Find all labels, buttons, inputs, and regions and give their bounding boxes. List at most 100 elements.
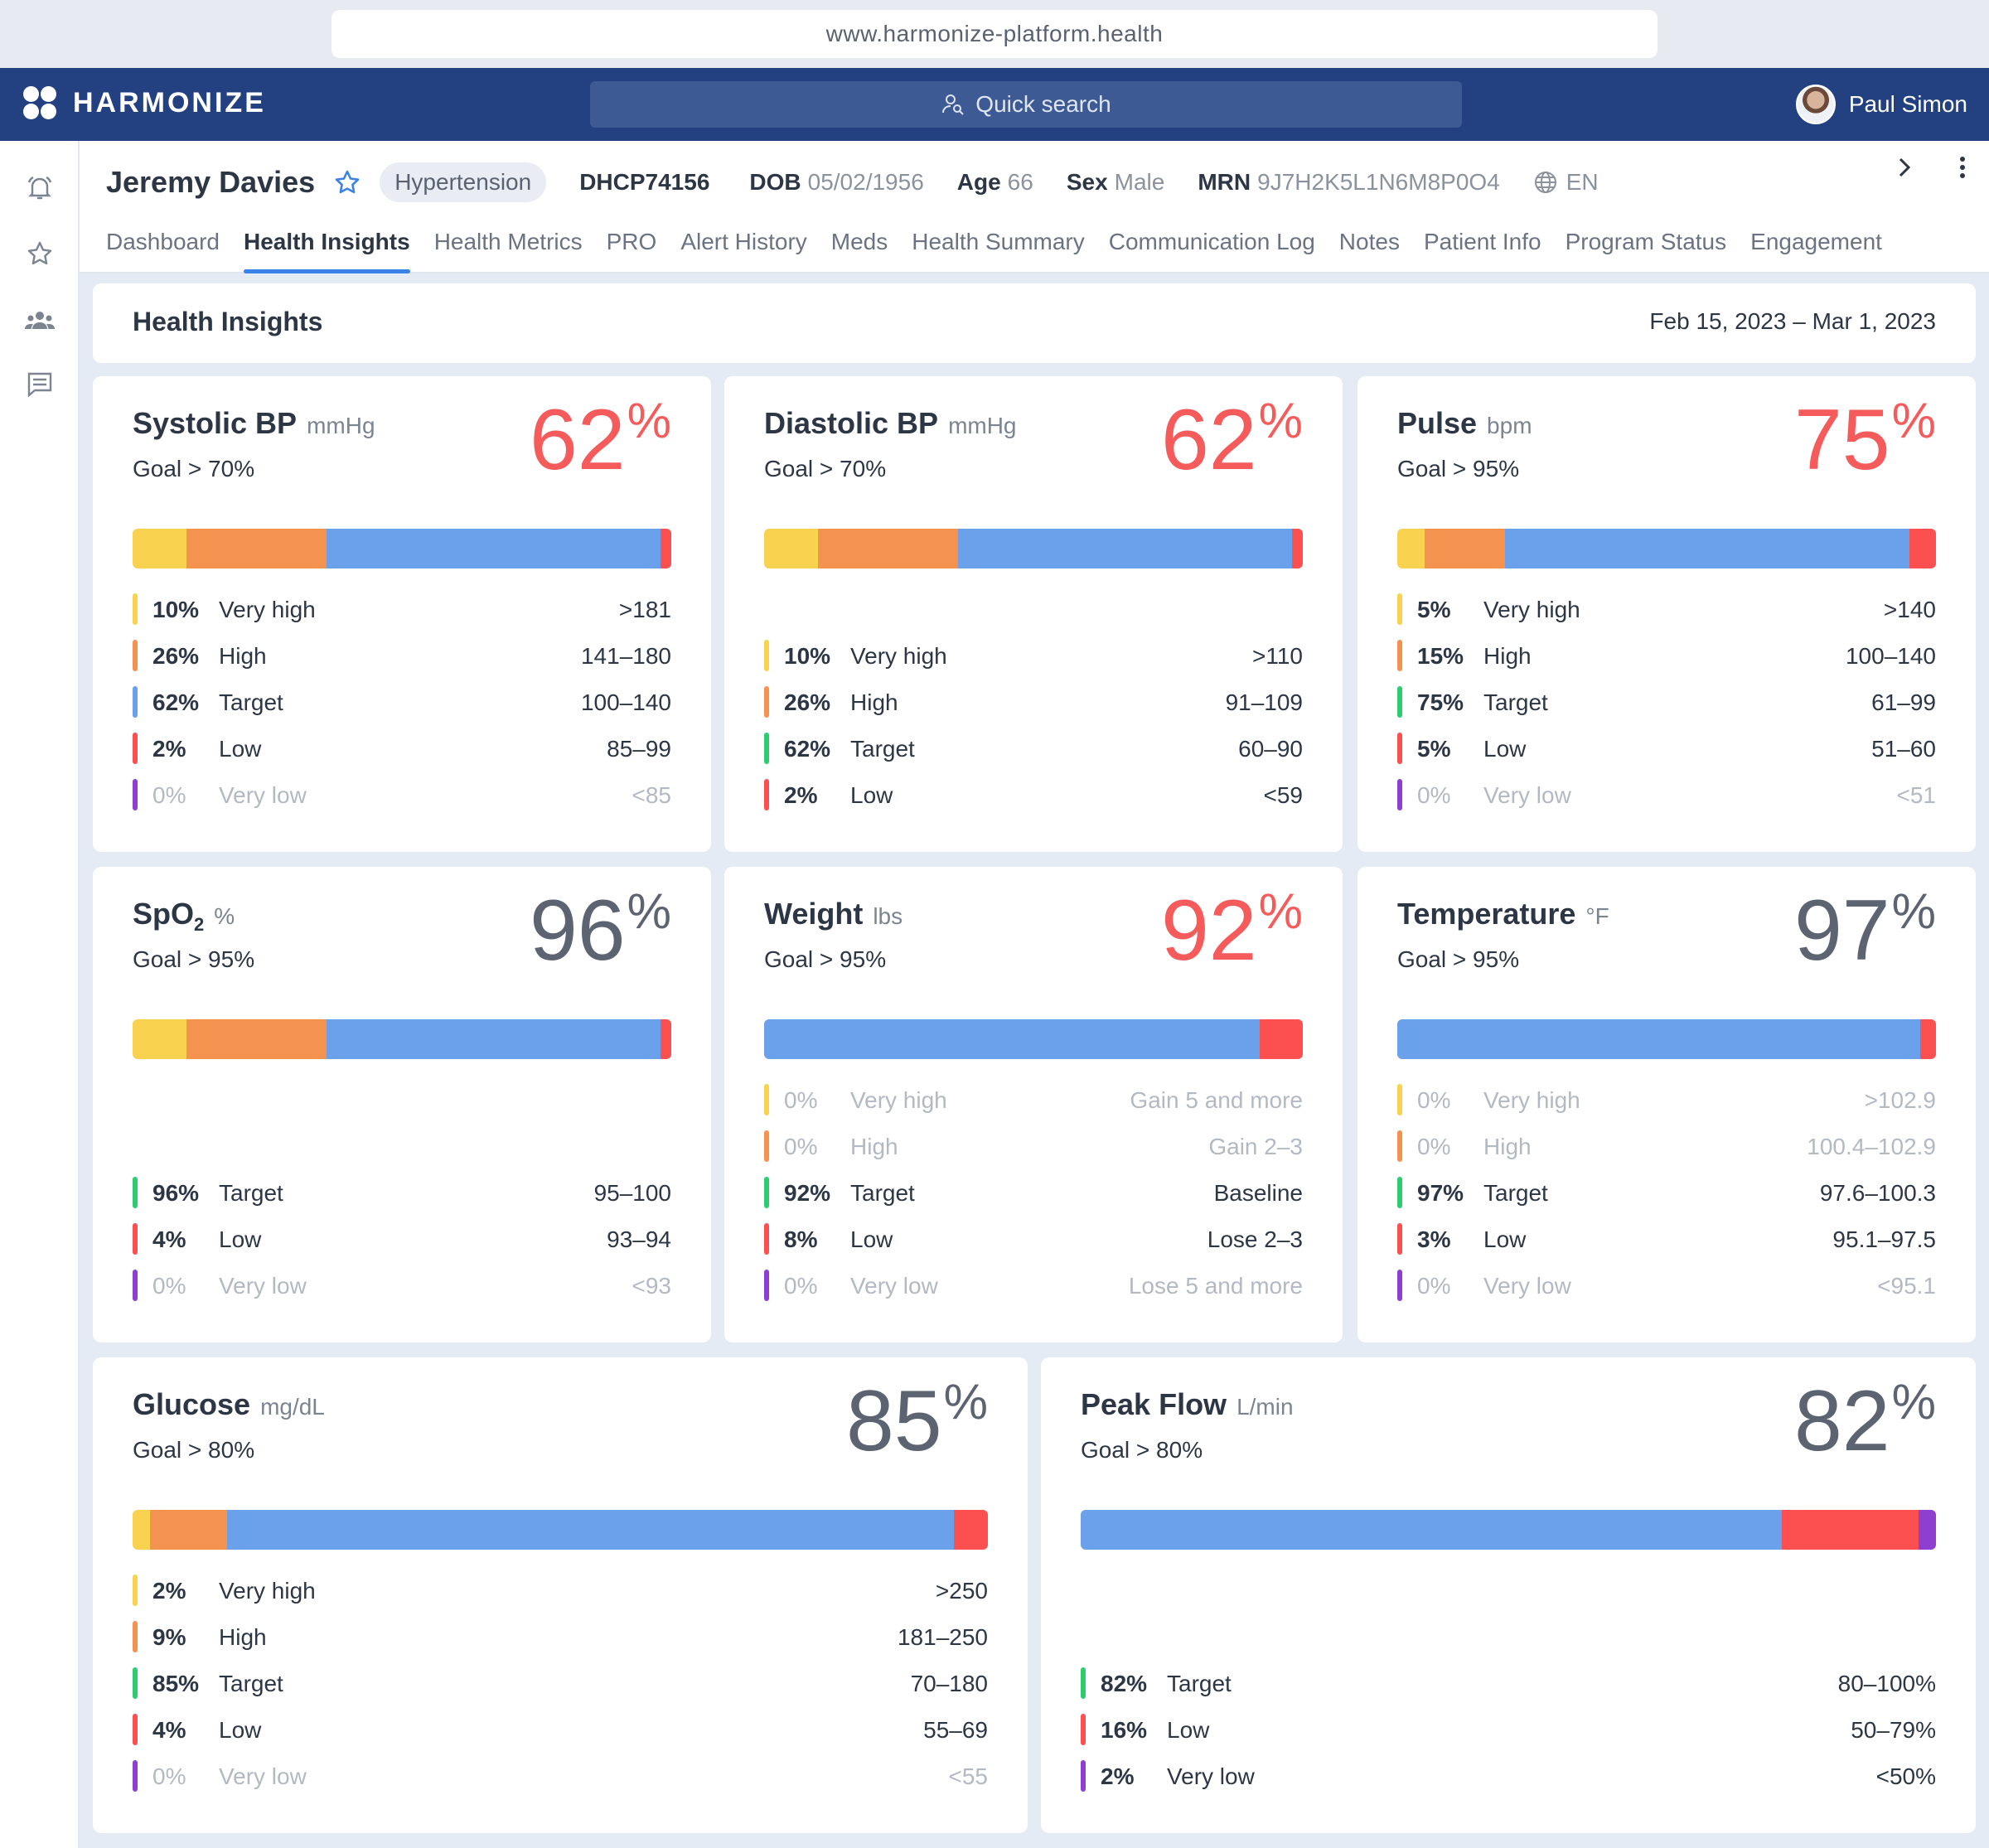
favorite-star-icon[interactable] [333,168,361,196]
date-range[interactable]: Feb 15, 2023 – Mar 1, 2023 [1649,308,1936,334]
card-unit: mmHg [307,413,375,438]
tab-program-status[interactable]: Program Status [1565,229,1727,254]
person-search-icon [942,94,965,115]
card-title: Weight lbs [764,897,903,931]
legend-label: Target [850,736,915,762]
temperature-card[interactable]: Temperature °F Goal > 95% 97% 0% Very high >10… [1357,867,1976,1342]
legend: 2% Very high >250 9% High 181–250 85% Target 70–… [133,1568,988,1800]
legend-color-marker [764,686,769,718]
chat-icon[interactable] [23,368,56,401]
tab-alert-history[interactable]: Alert History [680,229,807,254]
tab-meds[interactable]: Meds [830,229,888,254]
legend: 96% Target 95–100 4% Low 93–94 0% Very low <93 [133,1170,671,1309]
legend-label: Very high [219,597,316,622]
peak-flow-card[interactable]: Peak Flow L/min Goal > 80% 82% 82% Target 80–1… [1041,1357,1976,1833]
star-icon[interactable] [23,237,56,270]
legend-label: High [219,643,267,669]
tab-notes[interactable]: Notes [1338,229,1400,254]
diastolic-bp-card[interactable]: Diastolic BP mmHg Goal > 70% 62% 10% Very hig… [724,376,1343,852]
legend-label: Target [850,1180,915,1206]
legend-percent: 0% [1417,1087,1451,1113]
card-goal: Goal > 95% [1397,456,1520,481]
card-goal: Goal > 95% [133,946,255,972]
card-unit: bpm [1487,413,1532,438]
bar-segment-low [661,1019,671,1059]
card-goal: Goal > 70% [764,456,887,481]
url-bar[interactable]: www.harmonize-platform.health [332,10,1658,58]
legend-range: 91–109 [1225,689,1303,715]
card-title: Diastolic BP mmHg [764,406,1017,440]
bar-segment-high [186,529,327,568]
tab-dashboard[interactable]: Dashboard [106,229,220,254]
app-bar: HARMONIZE Quick search Paul Simon [0,68,1989,141]
legend-color-marker [1397,640,1402,671]
legend-percent: 96% [152,1180,200,1206]
bar-segment-very-high [133,1019,186,1059]
language-selector[interactable]: EN [1533,169,1599,196]
group-icon[interactable] [23,303,56,336]
tab-health-insights[interactable]: Health Insights [243,220,410,273]
tab-health-metrics[interactable]: Health Metrics [433,229,583,254]
legend-row: 8% Low Lose 2–3 [764,1217,1303,1263]
card-percent: 62% [529,392,671,488]
legend-label: Low [1483,1226,1527,1252]
legend-percent: 0% [784,1087,818,1113]
user-menu[interactable]: Paul Simon [1795,85,1967,124]
weight-card[interactable]: Weight lbs Goal > 95% 92% 0% Very high Gain 5 … [724,867,1343,1342]
quick-search-input[interactable]: Quick search [590,81,1462,128]
card-goal: Goal > 80% [133,1437,255,1463]
legend-percent: 10% [152,597,200,622]
glucose-card[interactable]: Glucose mg/dL Goal > 80% 85% 2% Very high >250… [93,1357,1028,1833]
tab-health-summary[interactable]: Health Summary [912,229,1085,254]
card-goal: Goal > 95% [764,946,887,972]
systolic-bp-card[interactable]: Systolic BP mmHg Goal > 70% 62% 10% Very high… [93,376,711,852]
legend-row: 62% Target 60–90 [764,726,1303,772]
distribution-bar [133,1510,988,1550]
legend: 0% Very high >102.9 0% High 100.4–102.9 97% Tar… [1397,1077,1936,1309]
legend: 82% Target 80–100% 16% Low 50–79% 2% Very low <5… [1081,1661,1936,1800]
legend-range: 60–90 [1238,736,1303,762]
bell-icon[interactable] [23,171,56,204]
legend-row: 2% Very high >250 [133,1568,988,1614]
tab-patient-info[interactable]: Patient Info [1423,229,1541,254]
legend-row: 97% Target 97.6–100.3 [1397,1170,1936,1217]
sidebar [0,141,80,1848]
bar-segment-very-high [764,529,818,568]
card-title: SpO2% [133,897,235,936]
app-logo[interactable]: HARMONIZE [23,86,266,119]
legend-row: 9% High 181–250 [133,1614,988,1661]
card-title: Peak Flow L/min [1081,1387,1294,1421]
patient-dob: DOB 05/02/1956 [749,169,924,195]
legend-row: 0% Very high >102.9 [1397,1077,1936,1124]
pulse-card[interactable]: Pulse bpm Goal > 95% 75% 5% Very high >140 15% H… [1357,376,1976,852]
insights-title: Health Insights [133,307,323,336]
legend-label: Target [1483,1180,1548,1206]
legend-label: Very low [219,1273,307,1299]
tab-communication-log[interactable]: Communication Log [1108,229,1315,254]
legend-row: 16% Low 50–79% [1081,1707,1936,1754]
legend-label: Very low [219,782,307,808]
legend-color-marker [764,733,769,764]
legend-label: Very high [219,1578,316,1604]
legend-row: 0% Very low Lose 5 and more [764,1263,1303,1309]
legend-range: <95.1 [1877,1273,1936,1299]
spo-card[interactable]: SpO2% Goal > 95% 96% 96% Target 95–100 4% Low 93… [93,867,711,1342]
legend-percent: 0% [1417,1134,1451,1159]
legend-color-marker [764,640,769,671]
tab-engagement[interactable]: Engagement [1750,229,1882,254]
chevron-right-icon[interactable] [1893,152,1916,186]
patient-age: Age 66 [956,169,1033,195]
tab-pro[interactable]: PRO [606,229,657,254]
legend-color-marker [133,593,138,625]
legend-range: <93 [632,1273,672,1299]
legend-range: 70–180 [910,1671,988,1696]
patient-id: DHCP74156 [579,169,710,195]
legend-row: 4% Low 93–94 [133,1217,671,1263]
legend-row: 0% High 100.4–102.9 [1397,1124,1936,1170]
more-vertical-icon[interactable] [1956,152,1969,186]
legend-color-marker [133,1621,138,1652]
legend-label: Low [1167,1717,1210,1743]
legend-percent: 0% [152,1763,186,1789]
legend-range: <55 [948,1763,989,1789]
legend-percent: 0% [1417,782,1451,808]
